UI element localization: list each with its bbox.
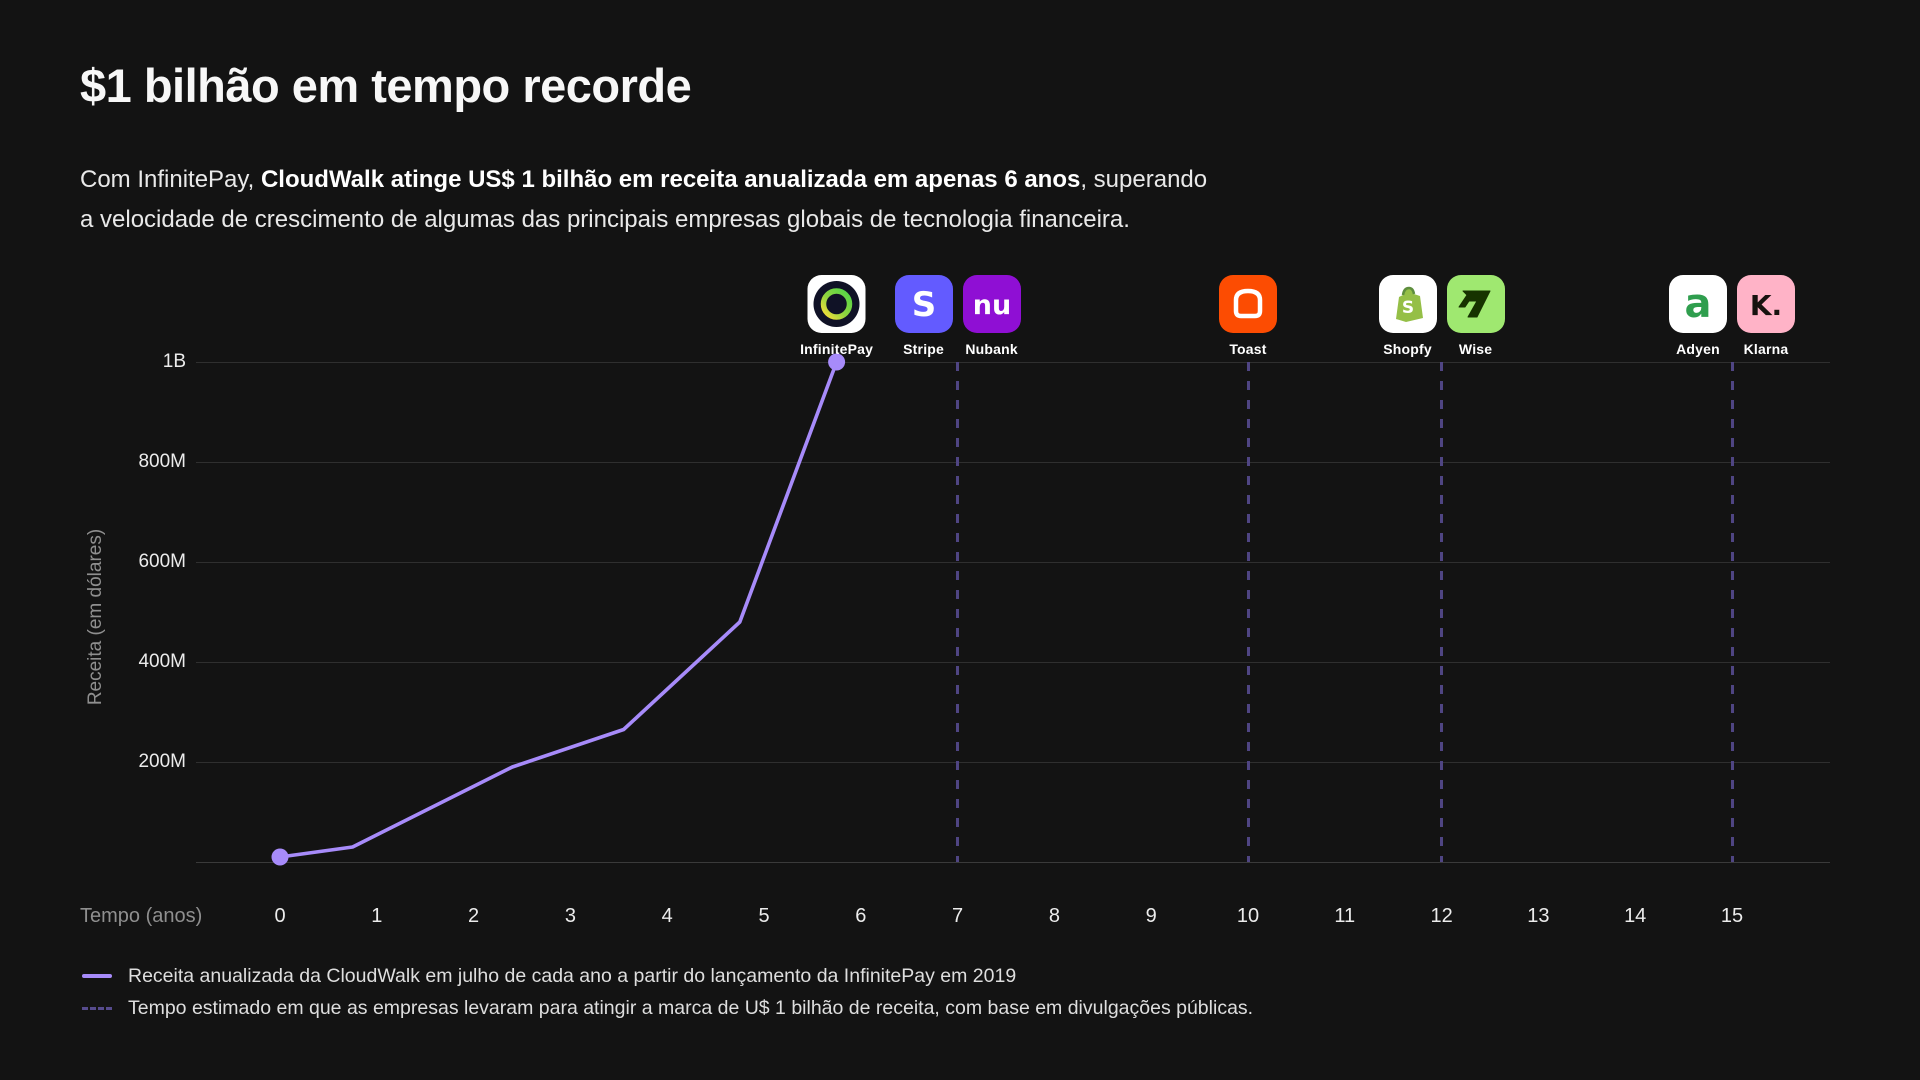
gridline [196, 562, 1830, 563]
legend-text: Tempo estimado em que as empresas levara… [128, 996, 1254, 1019]
klarna-icon: K. [1750, 289, 1782, 322]
nubank-icon: nu [972, 290, 1010, 321]
svg-text:S: S [1401, 298, 1413, 318]
logo-toast [1219, 275, 1277, 333]
x-tick-label: 7 [952, 905, 964, 927]
subtitle-highlight: CloudWalk atinge US$ 1 bilhão em receita… [260, 166, 1081, 193]
x-tick-label: 8 [1048, 905, 1060, 927]
wise-icon [1458, 290, 1491, 318]
x-tick-label: 6 [855, 905, 867, 927]
x-axis-line [196, 862, 1830, 863]
x-tick-label: 1 [371, 905, 383, 927]
x-tick-label: 9 [1145, 905, 1157, 927]
toast-icon [1233, 288, 1263, 319]
svg-text:nu: nu [972, 290, 1010, 321]
logo-shopfy: S [1378, 275, 1437, 333]
x-tick-label: 2 [468, 905, 480, 927]
logo-tile-toast: Toast [1219, 275, 1277, 357]
dashed-line-swatch-icon [82, 1006, 112, 1010]
legend-row-cloudwalk: Receita anualizada da CloudWalk em julho… [82, 960, 1253, 992]
milestone-dashed-line [1730, 362, 1734, 862]
gridline [196, 362, 1830, 363]
legend-text: Receita anualizada da CloudWalk em julho… [128, 964, 1017, 987]
solid-line-swatch-icon [82, 974, 112, 978]
subtitle-suffix: , superando [1080, 166, 1208, 193]
logo-tile-klarna: K. Klarna [1737, 275, 1795, 357]
logo-label-wise: Wise [1458, 341, 1493, 357]
gridline [196, 762, 1830, 763]
logo-tile-stripe: S Stripe [894, 275, 953, 357]
subtitle: Com InfinitePay, CloudWalk atinge US$ 1 … [80, 160, 1207, 240]
shopfy-icon: S [1395, 286, 1423, 322]
gridline [196, 462, 1830, 463]
x-tick-label: 0 [274, 905, 286, 927]
svg-text:a: a [1685, 281, 1712, 327]
x-tick-label: 15 [1720, 905, 1744, 927]
y-tick-label: 800M [138, 451, 186, 472]
x-tick-label: 12 [1430, 905, 1453, 927]
logo-tile-wise: Wise [1446, 275, 1505, 357]
x-tick-label: 13 [1527, 905, 1550, 927]
logo-label-shopfy: Shopfy [1383, 341, 1432, 357]
milestone-dashed-line [1440, 362, 1444, 862]
revenue-line [279, 361, 839, 859]
x-tick-label: 4 [661, 905, 673, 927]
page-title: $1 bilhão em tempo recorde [80, 59, 692, 112]
logo-label-klarna: Klarna [1743, 341, 1789, 357]
logo-tile-infinitepay: InfinitePay [800, 275, 873, 357]
logo-label-nubank: Nubank [965, 341, 1018, 357]
subtitle-line2: a velocidade de crescimento de algumas d… [80, 206, 1130, 233]
chart-legend: Receita anualizada da CloudWalk em julho… [82, 960, 1253, 1024]
y-tick-label: 400M [138, 651, 186, 672]
logo-infinitepay [807, 275, 866, 333]
logo-label-toast: Toast [1229, 341, 1267, 357]
milestone-dashed-line [956, 362, 960, 862]
subtitle-prefix: Com InfinitePay, [80, 166, 261, 193]
infinitepay-icon [813, 281, 860, 327]
x-tick-label: 3 [564, 905, 576, 927]
logo-tile-nubank: nu Nubank [962, 275, 1021, 357]
stripe-icon: S [911, 285, 936, 325]
logo-label-stripe: Stripe [903, 341, 945, 357]
x-tick-label: 5 [758, 905, 770, 927]
adyen-icon: a [1685, 281, 1712, 327]
x-tick-label: 10 [1236, 905, 1260, 927]
x-tick-label: 11 [1334, 905, 1356, 927]
y-tick-label: 200M [138, 751, 186, 772]
logo-label-adyen: Adyen [1676, 341, 1720, 357]
logo-adyen: a [1669, 275, 1727, 333]
y-tick-label: 600M [138, 551, 186, 572]
logo-tile-shopfy: S Shopfy [1378, 275, 1437, 357]
logo-wise [1446, 275, 1505, 333]
logo-stripe: S [894, 275, 953, 333]
logo-klarna: K. [1737, 275, 1795, 333]
y-tick-label: 1B [162, 351, 186, 372]
logo-tile-adyen: a Adyen [1669, 275, 1727, 357]
legend-row-milestones: Tempo estimado em que as empresas levara… [82, 992, 1253, 1024]
milestone-dashed-line [1246, 362, 1250, 862]
x-tick-label: 14 [1624, 905, 1647, 927]
logo-label-infinitepay: InfinitePay [800, 341, 874, 357]
logo-nubank: nu [962, 275, 1021, 333]
svg-text:S: S [911, 285, 936, 325]
svg-text:K.: K. [1750, 289, 1782, 322]
x-axis-title: Tempo (anos) [80, 905, 203, 927]
gridline [196, 662, 1830, 663]
